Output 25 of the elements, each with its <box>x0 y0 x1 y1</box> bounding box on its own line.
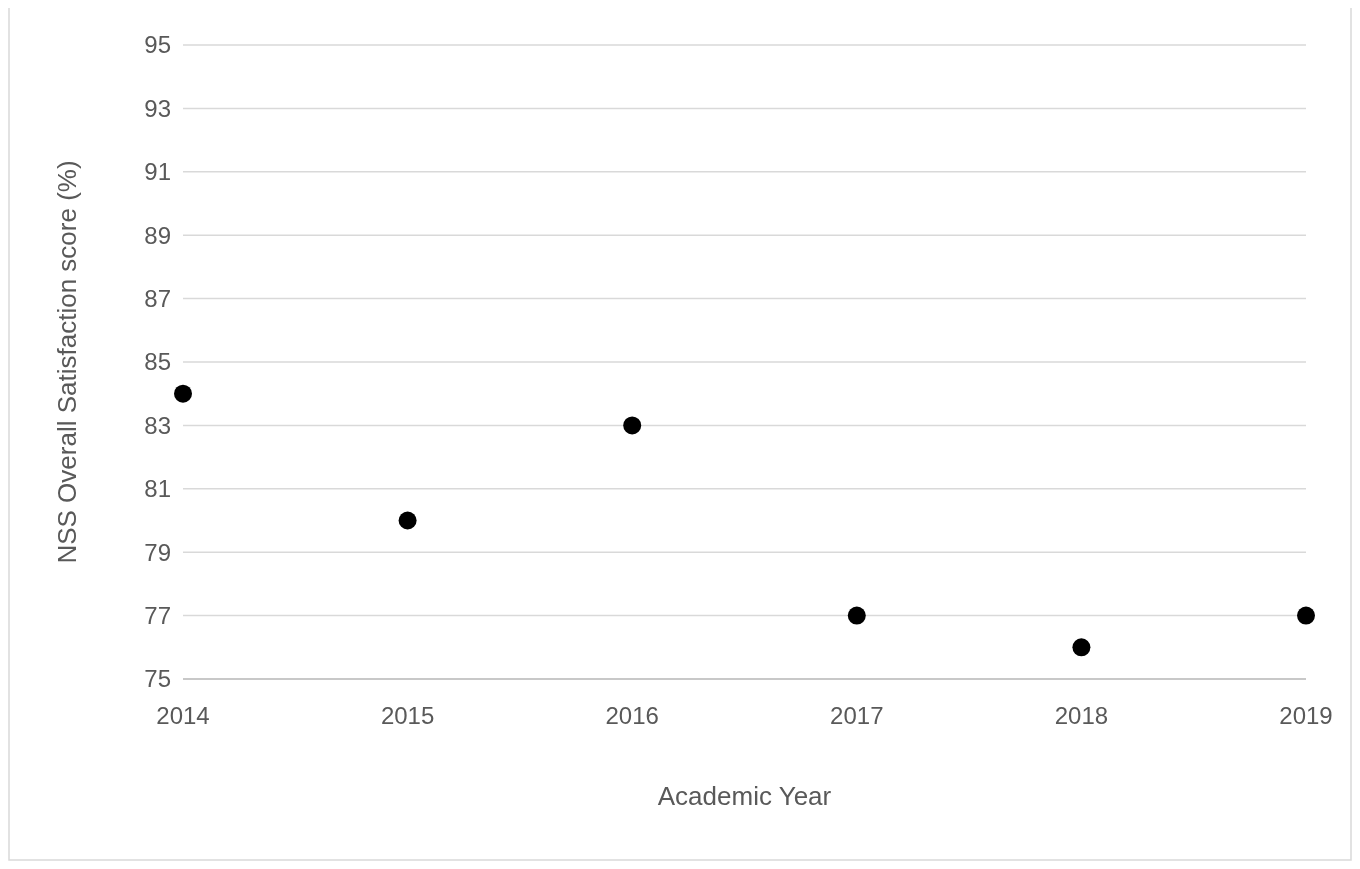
y-tick-label: 91 <box>144 158 171 186</box>
y-tick-label: 89 <box>144 221 171 249</box>
x-tick-label: 2019 <box>1279 702 1333 729</box>
point <box>847 606 866 625</box>
x-axis-title: Academic Year <box>657 781 832 811</box>
y-tick-label: 79 <box>144 538 171 566</box>
y-tick-label: 75 <box>144 665 171 693</box>
point <box>1072 638 1091 657</box>
y-tick-label: 87 <box>144 285 171 312</box>
y-tick-label: 85 <box>144 348 171 376</box>
x-tick-label: 2017 <box>830 702 884 729</box>
x-tick-label: 2015 <box>380 702 435 729</box>
y-axis-title: NSS Overall Satisfaction score (%) <box>52 160 82 564</box>
point <box>174 384 192 403</box>
point <box>623 416 642 435</box>
point <box>1297 606 1315 625</box>
point <box>398 511 417 530</box>
y-tick-label: 81 <box>144 475 171 503</box>
y-tick-label: 95 <box>144 31 171 59</box>
y-tick-label: 83 <box>144 411 171 439</box>
y-tick-label: 93 <box>144 94 171 122</box>
x-tick-label: 2016 <box>605 702 659 729</box>
y-tick-label: 77 <box>144 602 171 629</box>
x-tick-label: 2018 <box>1054 702 1109 729</box>
x-tick-label: 2014 <box>156 702 210 729</box>
